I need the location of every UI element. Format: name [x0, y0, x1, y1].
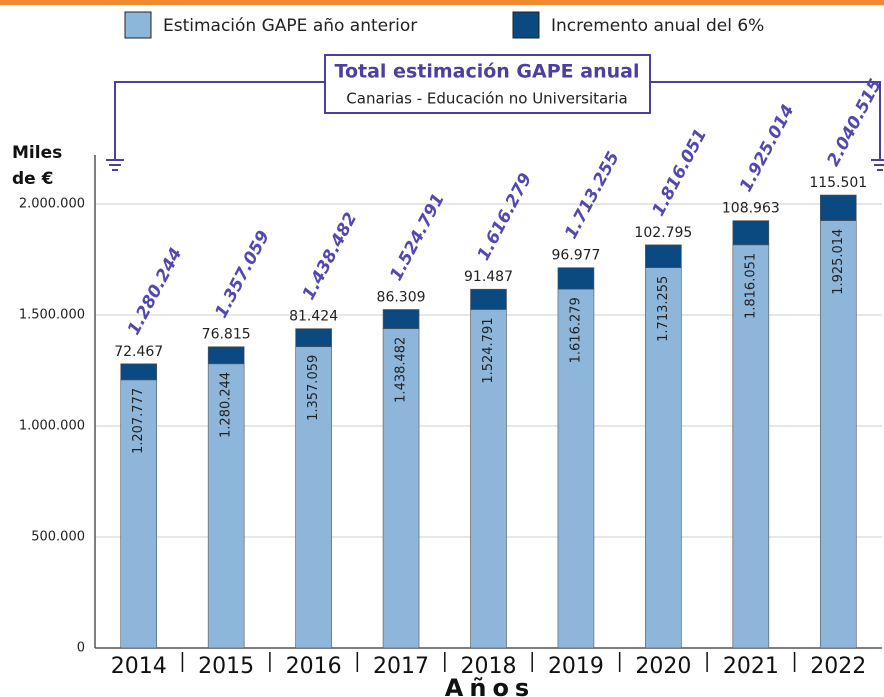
legend-label: Incremento anual del 6% — [551, 16, 764, 36]
total-label: 2.040.515 — [823, 76, 884, 170]
bar-segment — [207, 346, 245, 365]
value-label: 1.524.791 — [481, 317, 496, 383]
value-label: 1.207.777 — [131, 388, 146, 454]
x-tick-label: 2015 — [198, 654, 254, 679]
value-label: 86.309 — [377, 289, 426, 305]
value-label: 1.925.014 — [831, 229, 846, 295]
bar-segment — [557, 267, 595, 290]
legend-label: Estimación GAPE año anterior — [163, 16, 417, 36]
y-axis-label: Miles de € — [12, 143, 63, 189]
y-tick-label: 0 — [77, 641, 85, 656]
total-label: 1.280.244 — [124, 245, 187, 339]
chart-title: Total estimación GAPE anual — [335, 61, 640, 83]
bar-segment — [120, 379, 158, 649]
value-label: 1.438.482 — [394, 337, 409, 403]
y-tick-label: 2.000.000 — [19, 197, 85, 212]
bar-segment — [470, 288, 507, 310]
value-label: 108.963 — [722, 201, 780, 217]
y-tick-label: 1.500.000 — [19, 308, 85, 323]
value-label: 1.280.244 — [219, 372, 234, 438]
total-label: 1.438.482 — [299, 209, 362, 303]
x-tick-label: 2019 — [548, 654, 604, 679]
value-label: 1.357.059 — [306, 355, 321, 421]
value-label: 91.487 — [464, 269, 513, 285]
value-label: 72.467 — [114, 344, 163, 360]
top-bar — [0, 0, 884, 5]
bar-segment — [120, 363, 158, 381]
y-tick-label: 500.000 — [31, 530, 85, 545]
ground-symbol — [106, 159, 884, 171]
x-axis-label: Años — [445, 674, 535, 697]
bar-segment — [819, 220, 857, 649]
x-tick-label: 2016 — [286, 654, 342, 679]
value-label: 102.795 — [634, 225, 692, 241]
bar-segment — [819, 194, 857, 221]
x-tick-label: 2014 — [111, 654, 167, 679]
value-label: 1.616.279 — [568, 297, 583, 363]
value-label: 81.424 — [289, 309, 338, 325]
total-label: 1.357.059 — [211, 227, 274, 321]
legend-swatch — [124, 11, 152, 39]
x-tick-label: 2020 — [635, 654, 691, 679]
bar-segment — [382, 328, 420, 649]
value-label: 76.815 — [202, 327, 251, 343]
bar-segment — [295, 346, 332, 649]
bar-segment — [207, 363, 245, 649]
x-tick-label: 2017 — [373, 654, 429, 679]
chart-subtitle: Canarias - Educación no Universitaria — [346, 90, 627, 108]
bar-segment — [295, 328, 332, 348]
bar-segment — [557, 288, 595, 649]
bar-segment — [470, 309, 507, 649]
bar-segment — [645, 267, 682, 649]
bar-segment — [382, 309, 420, 329]
x-tick-label: 2022 — [810, 654, 866, 679]
total-label: 1.816.051 — [649, 126, 712, 220]
bar-segment — [732, 220, 770, 246]
x-tick-label: 2021 — [723, 654, 779, 679]
value-label: 1.713.255 — [656, 276, 671, 342]
x-tick-label: 2018 — [461, 654, 517, 679]
title-box — [324, 54, 651, 114]
total-label: 1.713.255 — [561, 148, 624, 242]
bar-segment — [645, 244, 682, 268]
value-label: 115.501 — [809, 175, 867, 191]
bar-segment — [732, 244, 770, 649]
legend-swatch — [512, 11, 540, 39]
value-label: 1.816.051 — [743, 253, 758, 319]
value-label: 96.977 — [551, 248, 600, 264]
bracket — [650, 81, 881, 160]
y-tick-label: 1.000.000 — [19, 419, 85, 434]
bracket — [114, 81, 325, 160]
total-label: 1.925.014 — [736, 101, 799, 195]
total-label: 1.616.279 — [474, 170, 537, 264]
